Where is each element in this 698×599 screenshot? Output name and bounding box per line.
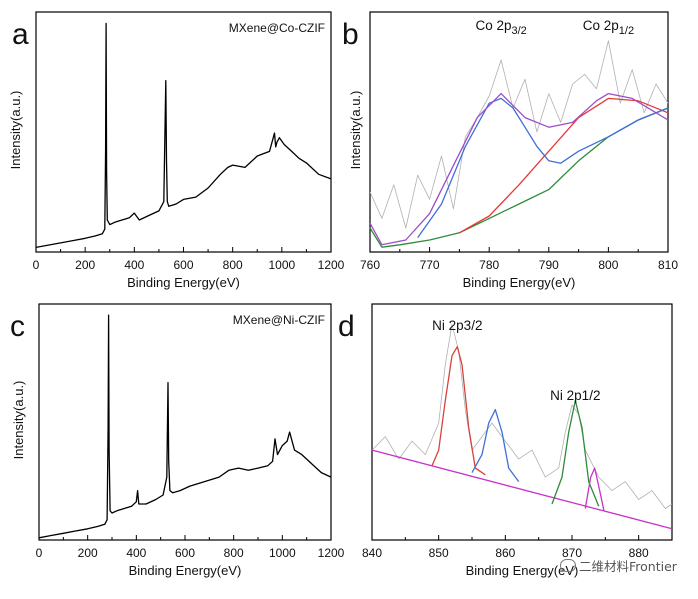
series-line-0: [38, 314, 332, 539]
x-tick-label: 810: [658, 258, 678, 272]
plot-frame: [38, 303, 332, 541]
series-fit-2p1/2-2: [459, 97, 669, 234]
x-tick-label: 850: [429, 546, 449, 560]
plot-frame: [35, 11, 332, 253]
wechat-icon: [560, 559, 576, 572]
panel-a: 0 200 400 600 800 1000 1200 Binding Energy(eV) I…: [8, 11, 345, 290]
x-tick-label: 780: [479, 258, 499, 272]
x-tick-label: 600: [175, 546, 195, 560]
x-tick-label: 760: [360, 258, 380, 272]
y-axis-label: Intensity(a.u.): [348, 91, 363, 170]
x-tick-label: 1200: [318, 546, 345, 560]
panel-letter: a: [12, 18, 29, 51]
x-axis-label: Binding Energy(eV): [127, 275, 240, 290]
plot-frame: [371, 303, 673, 541]
peak-label: Co 2p1/2: [583, 18, 634, 37]
series-envelope-4: [369, 92, 669, 246]
x-tick-label: 1200: [318, 258, 345, 272]
x-tick-label: 1000: [268, 258, 295, 272]
series-raw-0: [369, 40, 669, 229]
sample-label: MXene@Co-CZIF: [229, 21, 325, 35]
y-axis-label: Intensity(a.u.): [8, 91, 23, 170]
peak-label: Ni 2p1/2: [550, 388, 600, 403]
series-line-0: [35, 22, 332, 249]
x-tick-label: 0: [36, 546, 43, 560]
x-tick-label: 770: [420, 258, 440, 272]
series-background-1: [371, 449, 673, 530]
series-fit-2p3/2-3: [417, 97, 669, 238]
series-satellite-2p1/2-5: [584, 467, 605, 511]
series-raw-0: [371, 323, 673, 509]
x-tick-label: 860: [495, 546, 515, 560]
x-tick-label: 400: [124, 258, 144, 272]
x-tick-label: 870: [562, 546, 582, 560]
panel-letter: d: [338, 310, 355, 343]
x-tick-label: 600: [173, 258, 193, 272]
x-tick-label: 800: [598, 258, 618, 272]
x-tick-label: 1000: [269, 546, 296, 560]
plot-frame: [369, 11, 669, 253]
panel-b: 760 770 780 790 800 810 Binding Energy(eV) Inte…: [342, 11, 678, 290]
x-axis-label: Binding Energy(eV): [466, 563, 579, 578]
x-tick-label: 880: [629, 546, 649, 560]
series-fit-2p3/2-2: [431, 346, 486, 476]
x-axis-label: Binding Energy(eV): [129, 563, 242, 578]
x-tick-label: 840: [362, 546, 382, 560]
panel-letter: c: [10, 310, 25, 343]
x-tick-label: 200: [78, 546, 98, 560]
peak-label: Co 2p3/2: [475, 18, 526, 37]
x-tick-label: 800: [223, 258, 243, 272]
x-tick-label: 0: [33, 258, 40, 272]
watermark-text: 二维材料Frontier: [579, 559, 677, 574]
x-tick-label: 800: [224, 546, 244, 560]
watermark: 二维材料Frontier: [560, 556, 677, 575]
panel-c: 0 200 400 600 800 1000 1200 Binding Energy(eV) I…: [10, 303, 345, 578]
x-tick-label: 400: [126, 546, 146, 560]
series-fit-2p1/2-4: [551, 399, 600, 507]
panel-d: 840 850 860 870 880 Binding Energy(eV) d Ni 2p3…: [338, 303, 673, 578]
x-tick-label: 200: [75, 258, 95, 272]
panel-letter: b: [342, 18, 359, 51]
sample-label: MXene@Ni-CZIF: [233, 313, 325, 327]
y-axis-label: Intensity(a.u.): [11, 381, 26, 460]
x-tick-label: 790: [539, 258, 559, 272]
peak-label: Ni 2p3/2: [432, 318, 482, 333]
series-satellite-2p3/2-3: [471, 408, 520, 482]
x-axis-label: Binding Energy(eV): [463, 275, 576, 290]
